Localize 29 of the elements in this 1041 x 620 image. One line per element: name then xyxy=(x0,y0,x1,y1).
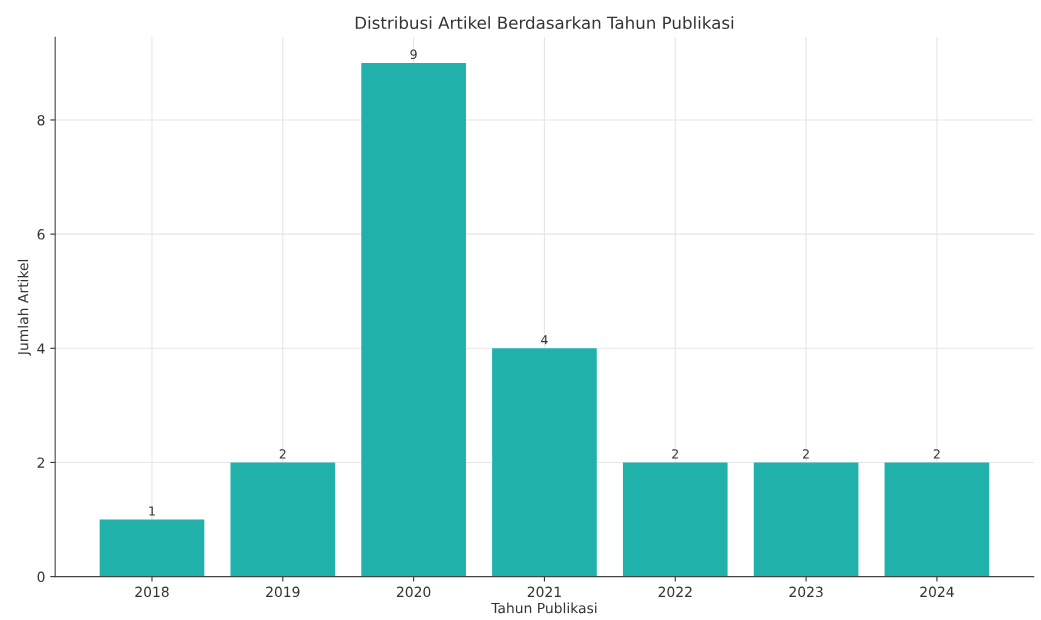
y-tick-label: 6 xyxy=(37,229,45,240)
y-tick-label: 4 xyxy=(37,343,45,354)
data-label: 2 xyxy=(803,449,809,459)
x-axis-title: Tahun Publikasi xyxy=(491,602,597,614)
data-label: 1 xyxy=(149,506,155,516)
x-tick-label: 2020 xyxy=(396,586,431,598)
x-tick-label: 2019 xyxy=(266,586,300,598)
bar xyxy=(492,348,597,577)
x-tick-label: 2021 xyxy=(527,586,561,598)
bar xyxy=(622,462,728,577)
data-label: 2 xyxy=(672,449,678,459)
x-tick-label: 2023 xyxy=(789,586,823,598)
y-tick-label: 2 xyxy=(37,457,45,468)
y-axis-title: Jumlah Artikel xyxy=(17,259,31,356)
bar xyxy=(361,62,466,577)
data-label: 4 xyxy=(541,335,548,345)
x-tick-label: 2018 xyxy=(135,586,169,598)
y-tick-label: 8 xyxy=(37,114,45,126)
data-label: 2 xyxy=(933,449,940,459)
x-tick-label: 2024 xyxy=(920,586,954,598)
y-tick-label: 0 xyxy=(37,571,45,583)
data-label: 9 xyxy=(410,49,417,60)
x-tick-label: 2022 xyxy=(658,586,692,598)
bar xyxy=(884,462,990,577)
bar xyxy=(230,462,336,577)
bar xyxy=(753,462,859,577)
bar xyxy=(99,519,205,577)
chart-title: Distribusi Artikel Berdasarkan Tahun Publikasi xyxy=(355,16,734,30)
data-label: 2 xyxy=(279,449,286,459)
